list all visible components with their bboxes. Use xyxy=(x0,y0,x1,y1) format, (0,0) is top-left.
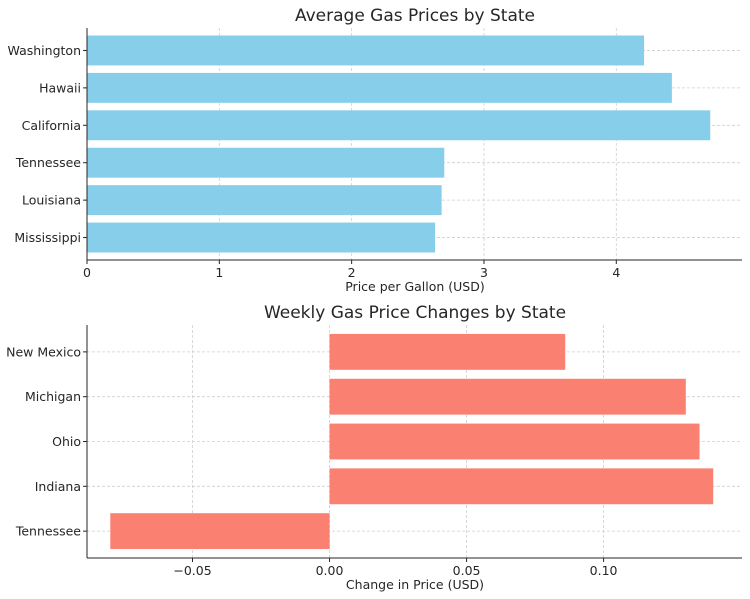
x-tick-label: −0.05 xyxy=(173,563,211,578)
average-gas-prices-chart: Average Gas Prices by State 0 1 2 3 4 Mississ… xyxy=(8,6,742,294)
bar xyxy=(87,72,672,103)
x-tick-label: 4 xyxy=(612,265,620,280)
y-tick-label: Hawaii xyxy=(39,80,81,95)
y-tick-label: Louisiana xyxy=(22,193,81,208)
y-tick-label: New Mexico xyxy=(6,344,81,359)
bar xyxy=(87,35,645,66)
bar xyxy=(87,185,442,216)
y-tick-label: California xyxy=(22,118,81,133)
bar xyxy=(329,423,700,460)
y-tick-label: Indiana xyxy=(35,479,81,494)
chart-title: Weekly Gas Price Changes by State xyxy=(264,303,566,323)
y-tick-label: Tennessee xyxy=(15,155,81,170)
y-tick-label: Washington xyxy=(8,43,81,58)
x-tick-label: 2 xyxy=(348,265,356,280)
x-axis-label: Change in Price (USD) xyxy=(346,577,484,592)
bar xyxy=(110,513,330,550)
y-tick-label: Mississippi xyxy=(14,230,81,245)
chart-title: Average Gas Prices by State xyxy=(295,6,535,26)
y-tick-label: Ohio xyxy=(52,434,81,449)
x-tick-label: 1 xyxy=(215,265,223,280)
bar xyxy=(87,222,436,253)
x-tick-label: 3 xyxy=(480,265,488,280)
bar xyxy=(87,110,711,141)
bar xyxy=(329,378,686,415)
y-tick-label: Michigan xyxy=(25,389,81,404)
x-axis-label: Price per Gallon (USD) xyxy=(345,279,485,294)
x-tick-label: 0.00 xyxy=(316,563,344,578)
x-tick-label: 0 xyxy=(83,265,91,280)
x-tick-label: 0.10 xyxy=(590,563,618,578)
bar xyxy=(329,333,566,370)
bar xyxy=(87,147,445,178)
weekly-gas-price-changes-chart: Weekly Gas Price Changes by State −0.05 0… xyxy=(6,303,742,592)
bar xyxy=(329,468,714,505)
x-tick-label: 0.05 xyxy=(453,563,481,578)
y-tick-label: Tennessee xyxy=(15,524,81,539)
